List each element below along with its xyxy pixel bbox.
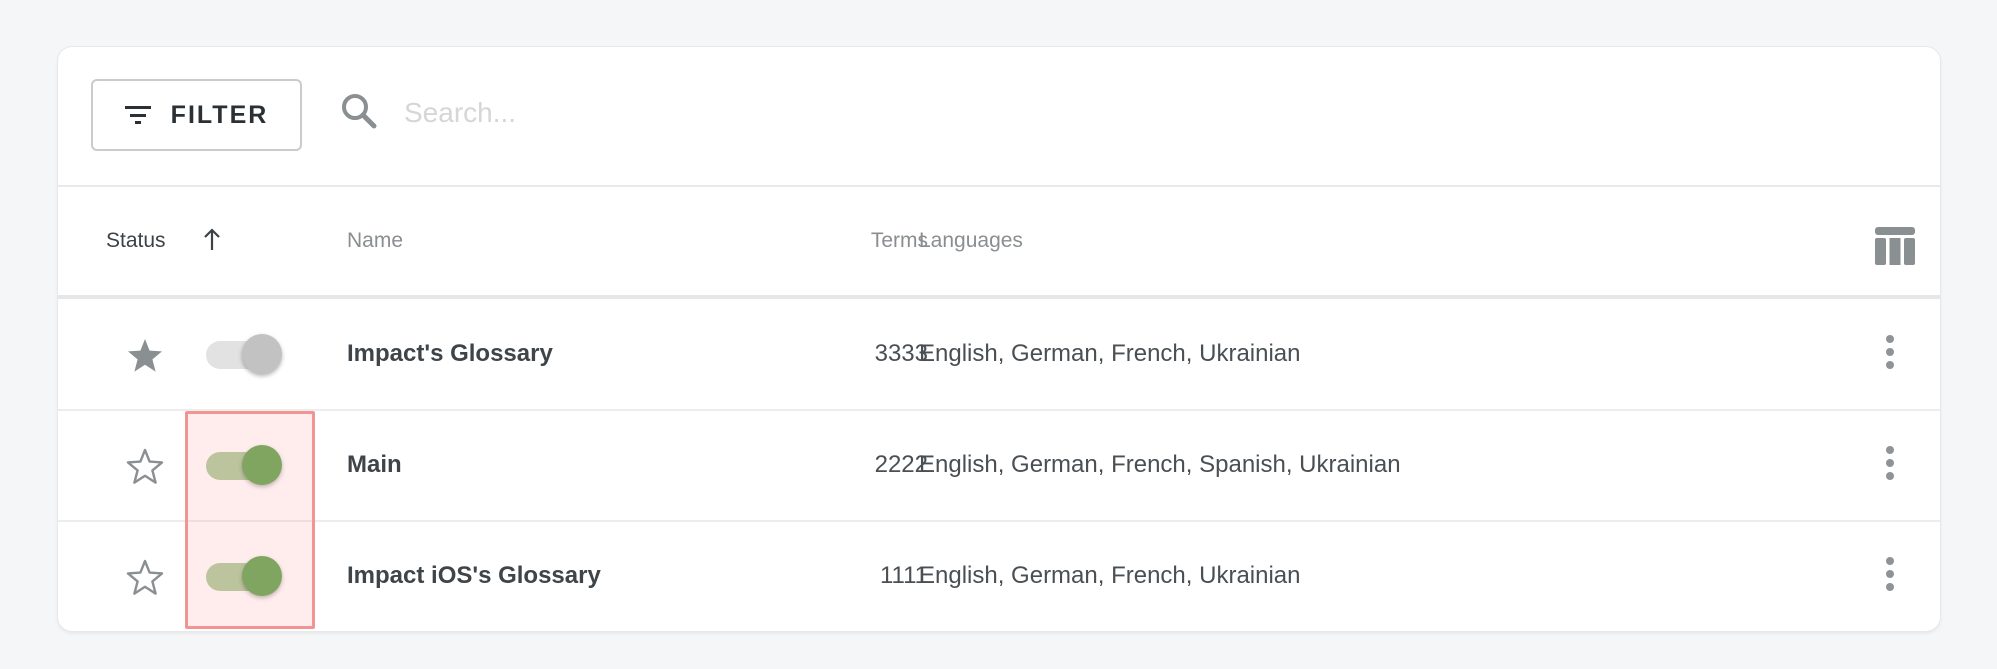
glossary-name[interactable]: Main bbox=[347, 451, 402, 478]
star-outline-icon[interactable] bbox=[126, 448, 164, 484]
terms-count: 1111 bbox=[879, 562, 928, 589]
table-body: Impact's Glossary 3333 English, German, … bbox=[58, 299, 1940, 631]
languages: English, German, French, Ukrainian bbox=[919, 340, 1301, 367]
glossary-name[interactable]: Impact's Glossary bbox=[347, 340, 553, 367]
toggle-thumb bbox=[242, 445, 282, 485]
toolbar: FILTER bbox=[58, 47, 1940, 187]
more-vert-icon[interactable] bbox=[1884, 332, 1896, 372]
table-row[interactable]: Impact's Glossary 3333 English, German, … bbox=[58, 299, 1940, 411]
sort-ascending-arrow-icon[interactable] bbox=[203, 227, 221, 251]
more-vert-icon[interactable] bbox=[1884, 554, 1896, 594]
toggle-thumb bbox=[242, 334, 282, 374]
terms-count: 3333 bbox=[874, 340, 928, 367]
search-icon bbox=[342, 94, 377, 129]
table-row[interactable]: Impact iOS's Glossary 1111 English, Germ… bbox=[58, 521, 1940, 631]
more-vert-icon[interactable] bbox=[1884, 443, 1896, 483]
filter-list-icon bbox=[124, 106, 151, 124]
header-name[interactable]: Name bbox=[347, 229, 404, 252]
status-toggle[interactable] bbox=[206, 334, 282, 374]
languages: English, German, French, Ukrainian bbox=[919, 562, 1301, 589]
glossary-card: FILTER Status Name Terms Languages Impac… bbox=[58, 47, 1940, 631]
languages: English, German, French, Spanish, Ukrain… bbox=[919, 451, 1401, 478]
table-row[interactable]: Main 2222 English, German, French, Spani… bbox=[58, 410, 1940, 522]
status-toggle[interactable] bbox=[206, 445, 282, 485]
filter-label: FILTER bbox=[170, 100, 269, 129]
glossary-name[interactable]: Impact iOS's Glossary bbox=[347, 562, 601, 589]
status-toggle[interactable] bbox=[206, 556, 282, 596]
header-terms[interactable]: Terms bbox=[870, 229, 928, 252]
terms-count: 2222 bbox=[874, 451, 928, 478]
header-status[interactable]: Status bbox=[106, 229, 166, 252]
search-input[interactable] bbox=[402, 87, 1306, 139]
star-filled-icon[interactable] bbox=[126, 337, 164, 373]
view-column-icon[interactable] bbox=[1875, 227, 1915, 265]
toggle-thumb bbox=[242, 556, 282, 596]
filter-button[interactable]: FILTER bbox=[91, 79, 302, 151]
header-languages[interactable]: Languages bbox=[919, 229, 1023, 252]
table-header: Status Name Terms Languages bbox=[58, 187, 1940, 299]
star-outline-icon[interactable] bbox=[126, 559, 164, 595]
